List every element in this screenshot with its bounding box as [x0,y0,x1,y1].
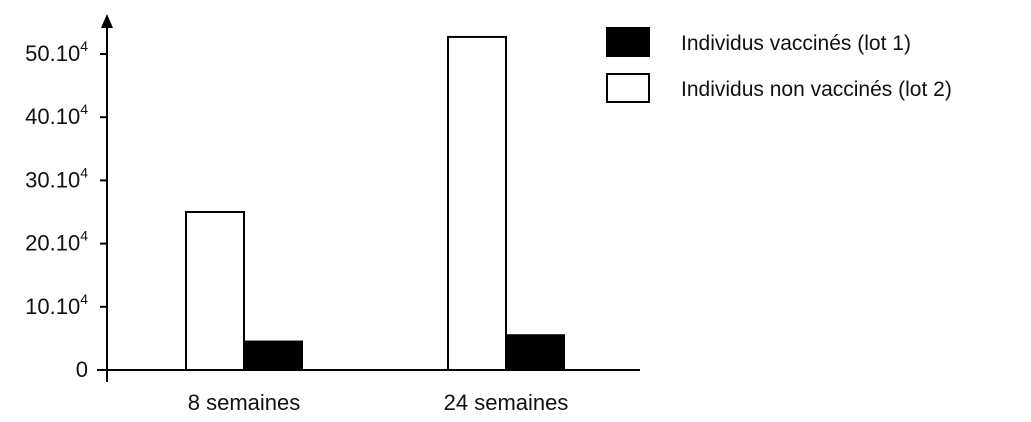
bar-0-1 [243,340,303,371]
legend-label-0: Individus vaccinés (lot 1) [681,32,911,55]
legend-swatch-1 [606,73,650,103]
y-tick-label-0: 0 [76,357,88,382]
category-label-1: 24 semaines [444,390,569,415]
y-axis-arrow [101,14,113,28]
y-tick-label-5: 50.104 [25,38,88,66]
legend-swatch-0 [606,27,650,57]
legend-label-1: Individus non vaccinés (lot 2) [681,78,952,101]
category-label-0: 8 semaines [188,390,301,415]
bar-1-1 [505,334,565,371]
y-tick-label-2: 20.104 [25,228,88,256]
y-tick-label-4: 40.104 [25,101,88,129]
bar-1-0 [447,35,507,371]
bar-0-0 [185,211,245,371]
y-tick-label-1: 10.104 [25,291,88,319]
y-tick-label-3: 30.104 [25,164,88,192]
